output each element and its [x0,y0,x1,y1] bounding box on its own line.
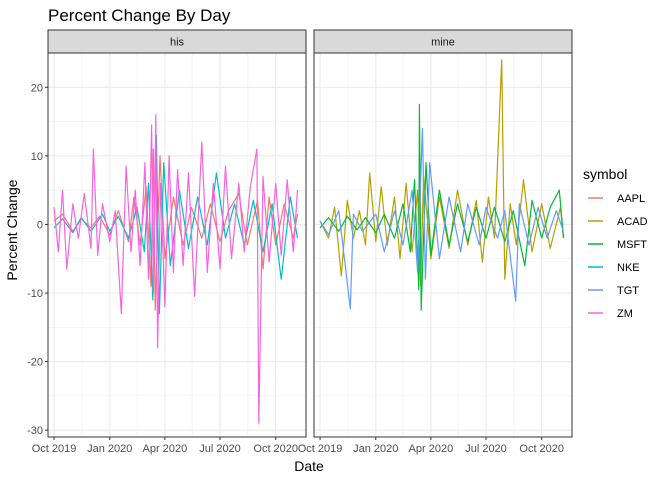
panel-border [47,52,307,438]
panel-grid [314,53,572,437]
chart-title: Percent Change By Day [48,6,231,25]
y-axis-title: Percent Change [4,179,20,280]
x-axis-ticks: Oct 2019 Jan 2020 Apr 2020 Jul 2020 Oct 2020… [32,437,564,455]
series-line-aapl [53,148,299,311]
legend-label: MSFT [617,239,647,251]
facet-panel-mine: mine [313,29,573,438]
x-tick-label: Jul 2020 [199,443,241,455]
x-tick-label: Oct 2019 [32,443,77,455]
x-axis-title: Date [294,458,324,474]
legend-label: NKE [617,262,640,274]
y-tick-label: 20 [31,82,43,94]
legend-label: AAPL [617,193,645,205]
series-line-tgt [319,127,565,310]
series-group [53,114,299,424]
legend-item-msft: MSFT [588,239,647,251]
y-tick-label: 0 [37,219,43,231]
facet-strip-label: his [170,37,185,49]
y-tick-label: -10 [27,288,43,300]
x-tick-label: Jul 2020 [465,443,507,455]
facet-panel-his: his [47,29,307,438]
panel-border [313,52,573,438]
y-tick-label: -20 [27,357,43,369]
x-tick-label: Jan 2020 [87,443,132,455]
legend-item-aapl: AAPL [588,193,645,205]
x-tick-label: Apr 2020 [143,443,188,455]
x-tick-label: Jan 2020 [353,443,398,455]
legend-entries: AAPL ACAD MSFT NKE TGT ZM [588,193,648,320]
legend-item-nke: NKE [588,262,640,274]
x-tick-label: Oct 2019 [298,443,343,455]
y-tick-label: 10 [31,151,43,163]
y-axis-ticks: -30 -20 -10 0 10 20 [27,82,48,437]
x-tick-label: Oct 2020 [253,443,298,455]
x-tick-label: Apr 2020 [409,443,454,455]
legend-title: symbol [583,166,627,182]
x-tick-label: Oct 2020 [519,443,564,455]
series-line-zm [53,114,299,424]
series-line-nke [53,134,299,315]
series-group [319,59,565,311]
panels-layer: his mine [47,29,573,438]
legend-item-acad: ACAD [588,216,648,228]
legend-label: ACAD [617,216,648,228]
legend-label: TGT [617,285,639,297]
legend: symbol AAPL ACAD MSFT NKE TGT ZM [583,166,648,320]
legend-item-tgt: TGT [588,285,639,297]
legend-label: ZM [617,308,633,320]
facet-strip-label: mine [431,37,455,49]
legend-item-zm: ZM [588,308,633,320]
y-tick-label: -30 [27,425,43,437]
